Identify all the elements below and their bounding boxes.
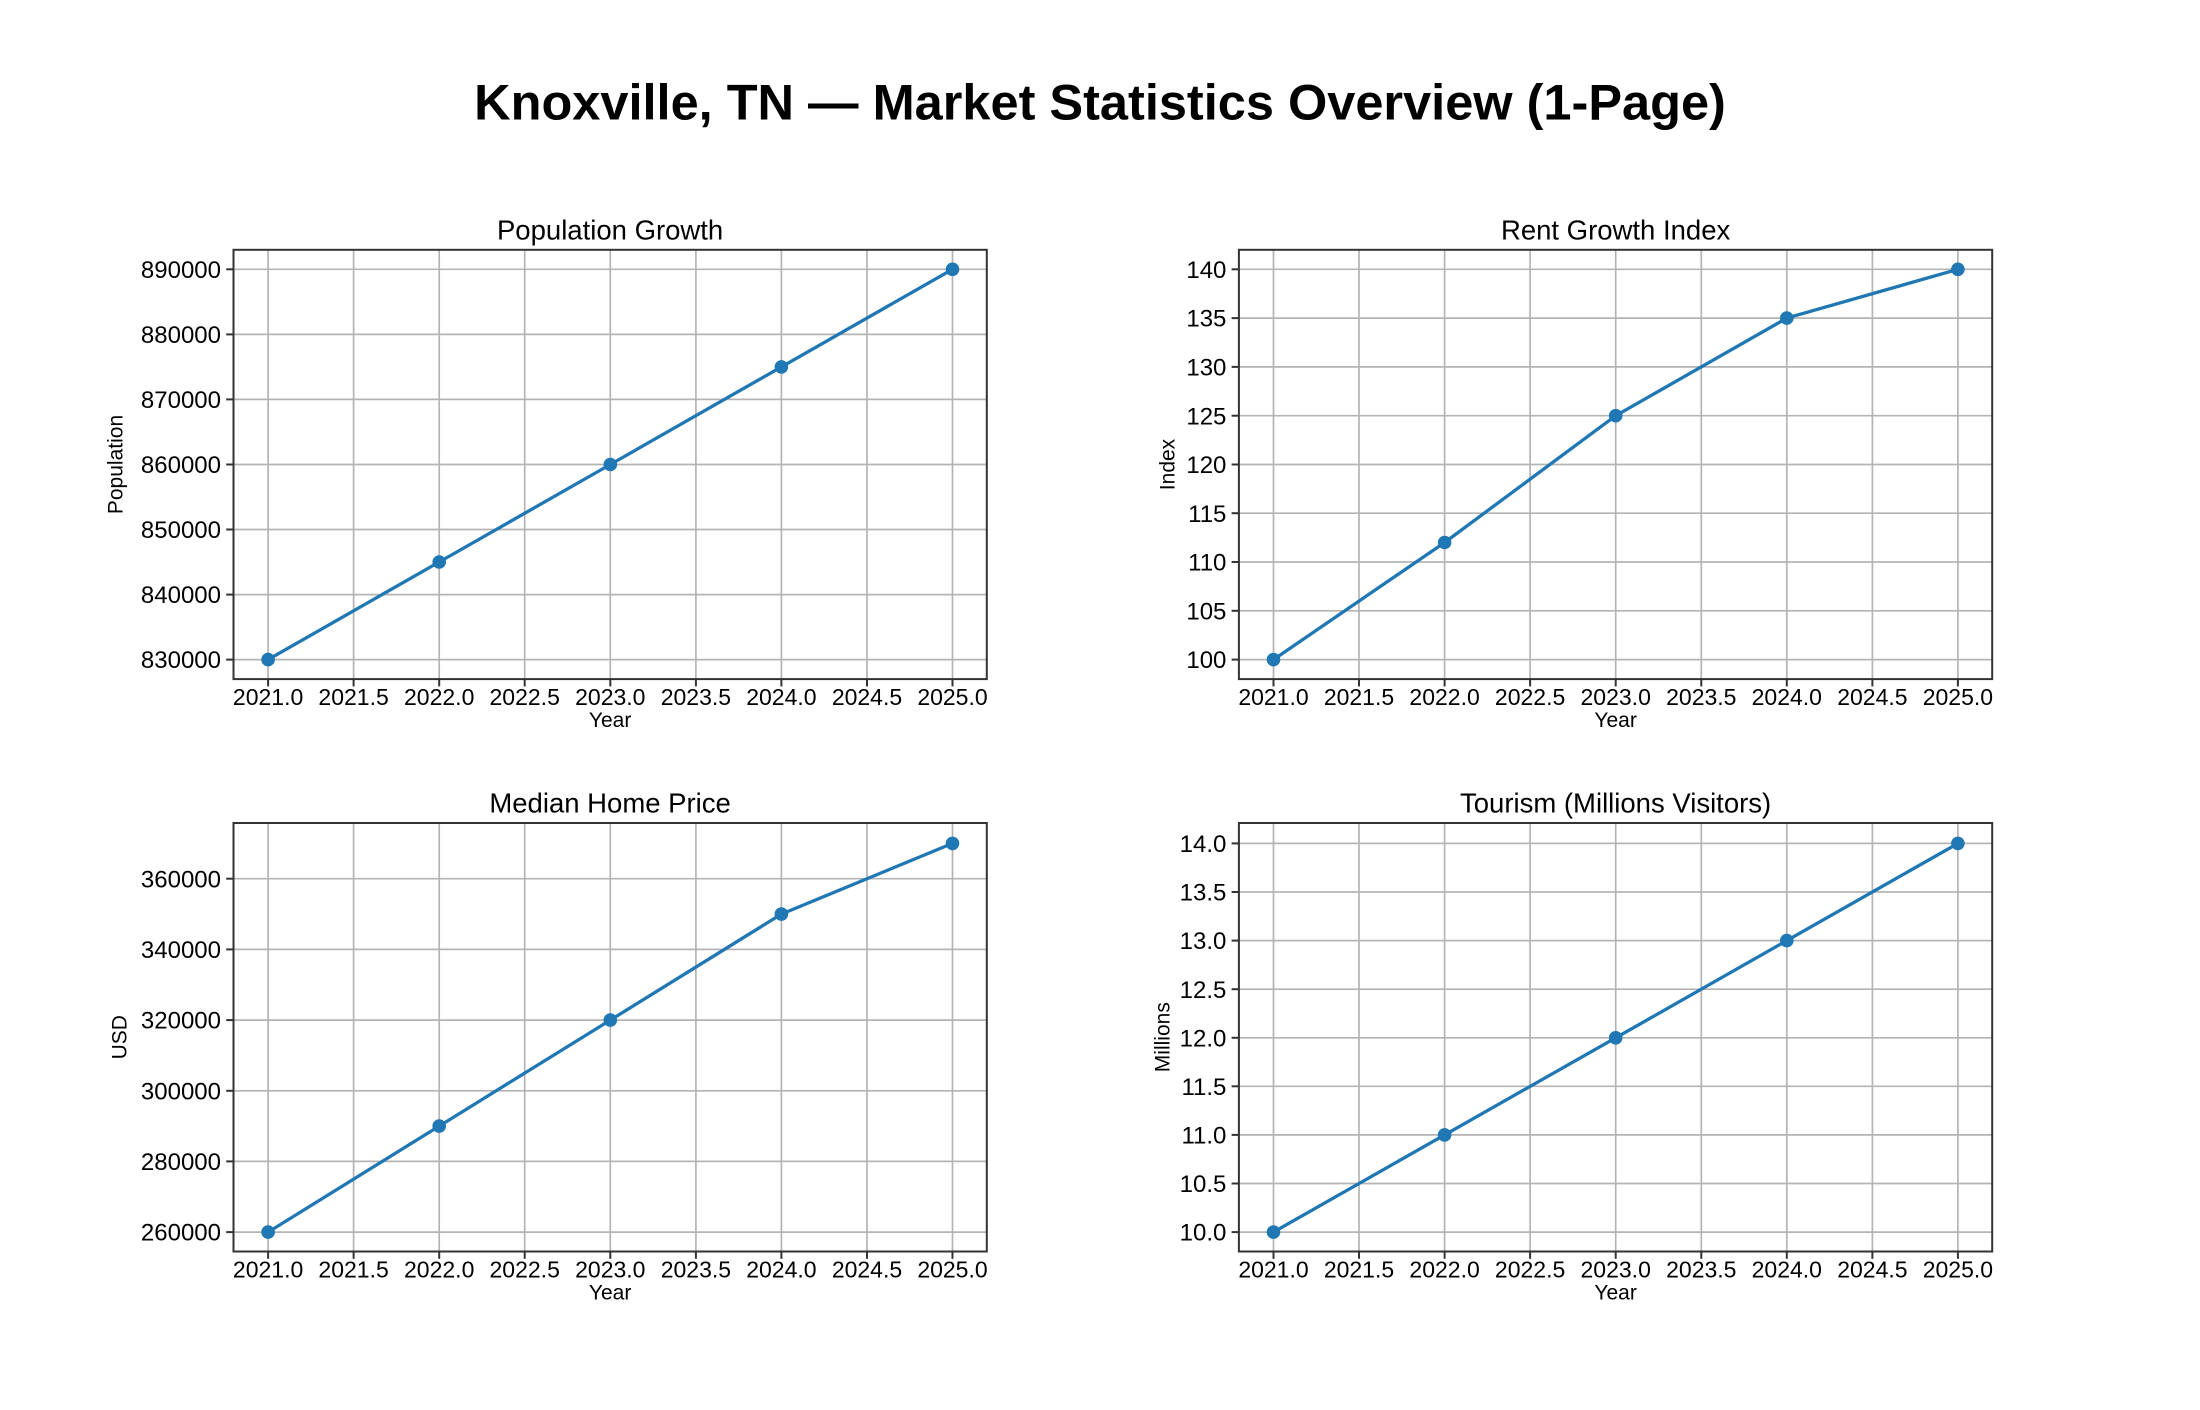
svg-text:120: 120 (1186, 452, 1226, 479)
svg-text:2021.0: 2021.0 (1238, 684, 1308, 710)
svg-text:2022.5: 2022.5 (1495, 684, 1565, 710)
svg-text:2021.0: 2021.0 (233, 1256, 303, 1282)
svg-text:USD: USD (109, 1015, 132, 1059)
svg-text:2022.0: 2022.0 (404, 1256, 474, 1282)
svg-text:2021.5: 2021.5 (318, 1256, 388, 1282)
svg-text:12.5: 12.5 (1180, 977, 1227, 1004)
svg-text:2021.0: 2021.0 (233, 684, 303, 710)
svg-text:140: 140 (1186, 257, 1226, 284)
svg-text:Median Home Price: Median Home Price (489, 788, 730, 819)
svg-text:Population Growth: Population Growth (497, 215, 723, 246)
svg-text:340000: 340000 (141, 937, 221, 964)
svg-text:2023.0: 2023.0 (575, 684, 645, 710)
svg-text:300000: 300000 (141, 1078, 221, 1105)
svg-text:Year: Year (1594, 709, 1636, 732)
svg-text:830000: 830000 (141, 647, 221, 674)
svg-text:Year: Year (589, 709, 631, 732)
svg-text:2021.5: 2021.5 (318, 684, 388, 710)
svg-text:870000: 870000 (141, 387, 221, 414)
svg-text:320000: 320000 (141, 1008, 221, 1035)
svg-text:130: 130 (1186, 355, 1226, 382)
svg-text:100: 100 (1186, 647, 1226, 674)
svg-text:2021.0: 2021.0 (1238, 1256, 1308, 1282)
svg-text:115: 115 (1188, 501, 1226, 528)
svg-text:2024.5: 2024.5 (832, 684, 902, 710)
svg-text:840000: 840000 (141, 582, 221, 609)
svg-text:11.5: 11.5 (1181, 1074, 1226, 1101)
svg-text:260000: 260000 (141, 1220, 221, 1247)
svg-text:2023.0: 2023.0 (1581, 1256, 1651, 1282)
svg-text:125: 125 (1186, 403, 1226, 430)
svg-text:850000: 850000 (141, 517, 221, 544)
svg-text:110: 110 (1188, 550, 1226, 577)
svg-text:11.0: 11.0 (1181, 1123, 1226, 1150)
svg-text:Knoxville, TN — Market Statist: Knoxville, TN — Market Statistics Overvi… (474, 74, 1726, 131)
svg-text:2022.5: 2022.5 (1495, 1256, 1565, 1282)
svg-text:890000: 890000 (141, 257, 221, 284)
svg-text:2024.5: 2024.5 (832, 1256, 902, 1282)
svg-text:Millions: Millions (1152, 1002, 1175, 1072)
svg-text:105: 105 (1186, 598, 1226, 625)
svg-text:2023.5: 2023.5 (661, 1256, 731, 1282)
svg-text:2024.0: 2024.0 (1752, 1256, 1822, 1282)
svg-text:2023.5: 2023.5 (1666, 1256, 1736, 1282)
svg-text:13.5: 13.5 (1180, 880, 1227, 907)
svg-text:2023.5: 2023.5 (1666, 684, 1736, 710)
svg-text:2025.0: 2025.0 (917, 684, 987, 710)
svg-text:2024.0: 2024.0 (1752, 684, 1822, 710)
svg-text:360000: 360000 (141, 866, 221, 893)
svg-text:2024.0: 2024.0 (746, 684, 816, 710)
svg-text:2024.0: 2024.0 (746, 1256, 816, 1282)
svg-text:14.0: 14.0 (1180, 831, 1227, 858)
svg-text:Rent Growth Index: Rent Growth Index (1501, 215, 1731, 246)
svg-text:2022.0: 2022.0 (404, 684, 474, 710)
svg-text:Tourism (Millions Visitors): Tourism (Millions Visitors) (1460, 788, 1771, 819)
svg-text:280000: 280000 (141, 1149, 221, 1176)
svg-text:2024.5: 2024.5 (1837, 1256, 1907, 1282)
svg-text:2025.0: 2025.0 (917, 1256, 987, 1282)
svg-text:12.0: 12.0 (1180, 1025, 1227, 1052)
svg-text:880000: 880000 (141, 322, 221, 349)
svg-text:2021.5: 2021.5 (1324, 684, 1394, 710)
svg-text:Population: Population (105, 415, 128, 514)
svg-text:Year: Year (1594, 1281, 1636, 1304)
svg-text:2023.0: 2023.0 (575, 1256, 645, 1282)
svg-text:2023.5: 2023.5 (661, 684, 731, 710)
svg-text:2025.0: 2025.0 (1923, 1256, 1993, 1282)
svg-text:10.5: 10.5 (1180, 1171, 1227, 1198)
svg-text:2021.5: 2021.5 (1324, 1256, 1394, 1282)
svg-text:2022.0: 2022.0 (1409, 684, 1479, 710)
svg-text:2025.0: 2025.0 (1923, 684, 1993, 710)
svg-text:10.0: 10.0 (1180, 1220, 1227, 1247)
svg-text:2022.5: 2022.5 (490, 1256, 560, 1282)
svg-text:Index: Index (1157, 438, 1180, 490)
svg-text:2022.5: 2022.5 (490, 684, 560, 710)
svg-text:2024.5: 2024.5 (1837, 684, 1907, 710)
svg-text:13.0: 13.0 (1180, 928, 1227, 955)
svg-text:2022.0: 2022.0 (1409, 1256, 1479, 1282)
svg-text:860000: 860000 (141, 452, 221, 479)
svg-text:135: 135 (1186, 306, 1226, 333)
svg-text:2023.0: 2023.0 (1581, 684, 1651, 710)
svg-text:Year: Year (589, 1281, 631, 1304)
